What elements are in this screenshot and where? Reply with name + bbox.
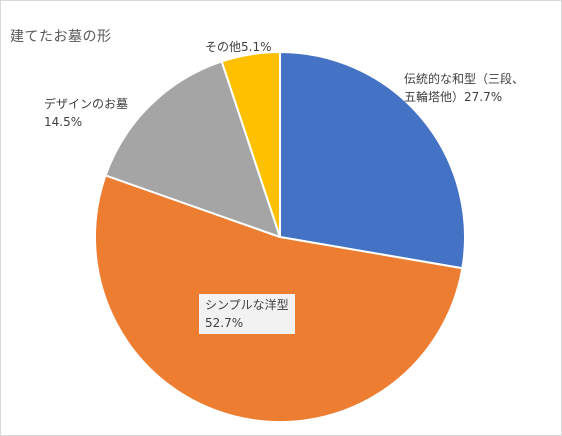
data-label-line: シンプルな洋型 [205, 298, 289, 312]
slice-other [220, 51, 281, 238]
data-label-traditional: 伝統的な和型（三段、 五輪塔他）27.7% [404, 70, 524, 106]
chart-title: 建てたお墓の形 [10, 29, 112, 45]
data-label-line: 伝統的な和型（三段、 [404, 72, 525, 86]
data-label-line: デザインのお墓 [44, 97, 129, 111]
data-label-other: その他5.1% [205, 38, 272, 56]
data-label-simple-western: シンプルな洋型 52.7% [199, 294, 295, 334]
data-label-line: その他5.1% [205, 40, 272, 54]
slice-traditional [279, 51, 466, 270]
data-label-line: 14.5% [44, 115, 83, 129]
data-label-line: 五輪塔他）27.7% [404, 90, 503, 104]
data-label-design: デザインのお墓 14.5% [44, 95, 128, 131]
data-label-line: 52.7% [205, 316, 244, 330]
slice-design [104, 60, 281, 238]
